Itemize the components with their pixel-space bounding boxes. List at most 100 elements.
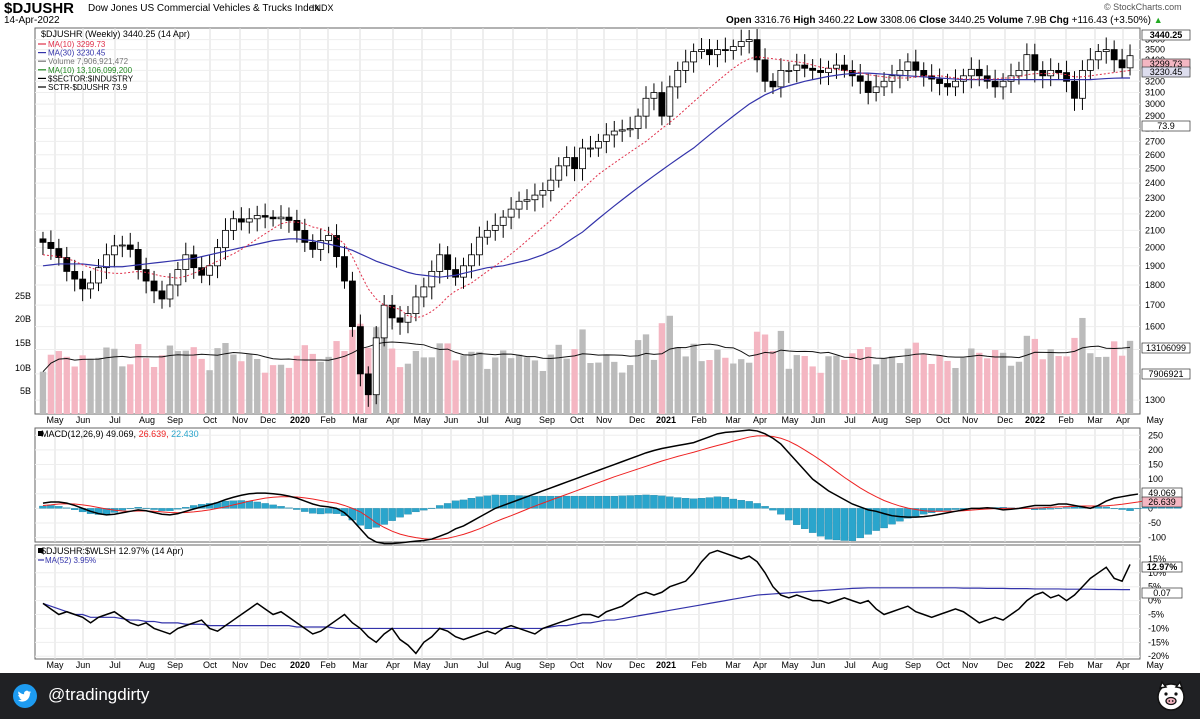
volume-bar — [928, 363, 935, 414]
candle-body — [690, 51, 698, 63]
volume-bar — [111, 348, 118, 414]
candle-body — [364, 373, 372, 396]
y-tick-label: 1700 — [1145, 300, 1165, 310]
macd-histogram-bar — [531, 495, 539, 509]
macd-histogram-bar — [150, 508, 158, 510]
volume-bar — [428, 357, 435, 414]
volume-bar — [198, 358, 205, 414]
candle-body — [817, 70, 824, 73]
macd-histogram-bar — [388, 508, 396, 521]
x-tick-label: Mar — [725, 415, 741, 425]
candle-body — [444, 254, 452, 270]
volume-tick-label: 20B — [15, 314, 31, 324]
x-tick-label: Jul — [109, 415, 121, 425]
candle-body — [1110, 49, 1118, 61]
x-tick-label: Jun — [444, 660, 459, 670]
candle-body — [594, 141, 602, 149]
candle-body — [809, 67, 817, 71]
volume-bar — [523, 357, 531, 414]
volume-bar — [611, 361, 618, 414]
candle-body — [420, 286, 428, 298]
candle-body — [729, 46, 737, 51]
macd-histogram-bar — [1039, 508, 1047, 510]
macd-histogram-bar — [221, 500, 230, 509]
candle-body — [650, 92, 658, 99]
y-tick-label: -50 — [1148, 518, 1161, 528]
candle-body — [769, 80, 777, 88]
macd-histogram-bar — [578, 495, 587, 509]
y-tick-label: 2200 — [1145, 209, 1165, 219]
candle-body — [253, 215, 261, 220]
candle-body — [1063, 72, 1070, 82]
volume-bar — [896, 363, 904, 414]
legend-swatch — [38, 431, 43, 436]
macd-histogram-bar — [626, 495, 634, 509]
candle-body — [55, 248, 63, 258]
candle-body — [706, 49, 713, 56]
rs-panel-title: $DJUSHR:$WLSH 12.97% (14 Apr) — [41, 546, 184, 556]
candle-body — [634, 115, 642, 129]
macd-histogram-bar — [420, 508, 428, 511]
candle-body — [1007, 75, 1015, 82]
candle-body — [380, 304, 388, 339]
macd-histogram-bar — [443, 503, 452, 509]
twitter-bird-icon[interactable] — [13, 684, 37, 708]
x-tick-label: 2022 — [1025, 415, 1045, 425]
macd-histogram-bar — [515, 495, 523, 509]
volume-bar — [269, 365, 277, 414]
rs-ma52-line — [42, 587, 1131, 630]
candle-body — [356, 326, 364, 375]
macd-histogram-bar — [1126, 508, 1134, 511]
macd-histogram-bar — [1046, 508, 1055, 510]
volume-bar — [761, 334, 769, 414]
candle-body — [952, 80, 959, 88]
volume-bar — [460, 355, 467, 414]
twitter-handle[interactable]: @tradingdirty — [48, 685, 150, 704]
volume-bar — [127, 364, 134, 414]
macd-histogram-bar — [594, 495, 603, 509]
volume-bar — [468, 351, 475, 414]
volume-bar — [619, 372, 626, 414]
volume-bar — [103, 347, 110, 414]
price-panel-title: $DJUSHR (Weekly) 3440.25 (14 Apr) — [41, 29, 190, 39]
macd-histogram-bar — [943, 508, 952, 511]
macd-histogram-bar — [832, 508, 841, 541]
price-legend-entry: MA(10) 13,106,099,200 — [48, 66, 133, 75]
candle-body — [1055, 70, 1063, 73]
volume-bar — [626, 365, 634, 414]
volume-label: Volume — [987, 15, 1024, 26]
candle-body — [126, 244, 134, 250]
volume-bar — [79, 355, 86, 414]
macd-histogram-bar — [642, 494, 650, 509]
macd-histogram-bar — [610, 495, 618, 509]
candle-body — [658, 92, 666, 117]
x-tick-label: Sep — [539, 660, 555, 670]
candle-body — [475, 236, 483, 256]
candle-body — [182, 254, 190, 270]
macd-histogram-bar — [793, 508, 801, 525]
rs-legend-entry: MA(52) 3.95% — [45, 556, 96, 565]
macd-histogram-bar — [777, 508, 785, 515]
x-tick-label: Sep — [905, 660, 921, 670]
candle-body — [198, 267, 206, 276]
price-value-label: 73.9 — [1157, 121, 1175, 131]
volume-bar — [785, 368, 793, 414]
x-tick-label: May — [1146, 415, 1164, 425]
volume-bar — [135, 344, 142, 414]
volume-bar — [857, 348, 864, 414]
candle-body — [499, 216, 507, 226]
x-tick-label: Dec — [997, 415, 1014, 425]
volume-bar — [285, 367, 293, 414]
y-tick-label: 2500 — [1145, 164, 1165, 174]
volume-bar — [587, 363, 594, 414]
x-tick-label: Nov — [962, 660, 979, 670]
stockcharts-brand[interactable]: © StockCharts.com — [1104, 2, 1182, 12]
x-tick-label: Aug — [139, 415, 155, 425]
price-value-label: 3230.45 — [1150, 67, 1183, 77]
x-tick-label: Jul — [477, 660, 489, 670]
candle-body — [714, 49, 721, 56]
chart-exchange: INDX — [312, 3, 334, 13]
candle-body — [801, 64, 809, 69]
macd-histogram-bar — [316, 508, 325, 515]
volume-bar — [380, 331, 388, 414]
